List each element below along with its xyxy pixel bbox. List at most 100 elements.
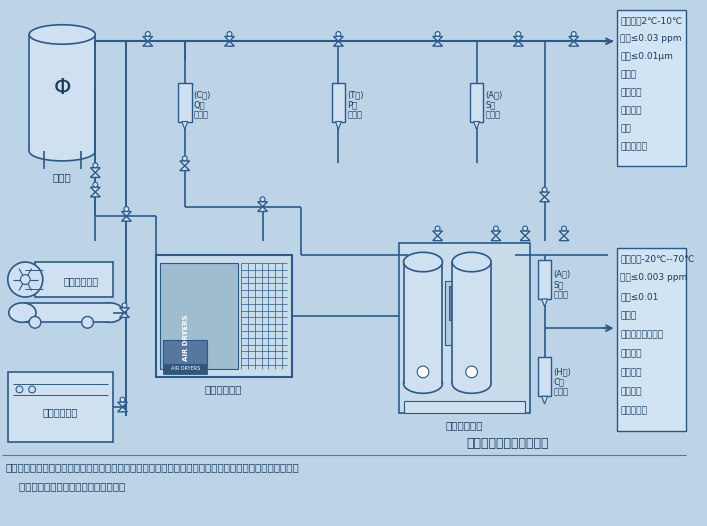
Ellipse shape (404, 374, 443, 393)
Bar (538, 357, 551, 396)
Polygon shape (334, 41, 344, 46)
Polygon shape (122, 211, 132, 216)
Circle shape (260, 197, 265, 202)
Circle shape (516, 32, 521, 36)
Text: 含油≤0.03 ppm: 含油≤0.03 ppm (621, 34, 682, 43)
Text: (H级)
C级
过滤器: (H级) C级 过滤器 (554, 367, 571, 397)
Bar (538, 260, 551, 299)
Polygon shape (90, 173, 100, 177)
Circle shape (82, 317, 93, 328)
Text: (C级)
Q级
过滤器: (C级) Q级 过滤器 (194, 90, 211, 120)
Polygon shape (569, 36, 578, 41)
Text: 气动工具: 气动工具 (621, 88, 642, 97)
Circle shape (182, 156, 187, 161)
Text: 气动输送等: 气动输送等 (621, 142, 648, 151)
Bar (160, 263, 238, 369)
Text: 技术参数如有更改，本公司恕不通知。: 技术参数如有更改，本公司恕不通知。 (6, 481, 125, 491)
Polygon shape (474, 122, 479, 129)
Polygon shape (143, 41, 153, 46)
Polygon shape (117, 402, 127, 407)
Bar (178, 83, 192, 122)
Circle shape (522, 226, 527, 231)
Polygon shape (122, 216, 132, 221)
Circle shape (561, 226, 566, 231)
Bar (8, 372, 113, 442)
Bar (399, 242, 530, 413)
Bar (35, 262, 113, 297)
Text: 注：以上配置仅供参考，用户可根据实际情况作相应调整，在新建管路或配置不当时，滤芯寿命可能较短。: 注：以上配置仅供参考，用户可根据实际情况作相应调整，在新建管路或配置不当时，滤芯… (6, 462, 300, 472)
Circle shape (436, 32, 440, 36)
Text: 压缩空气净化系统流程图: 压缩空气净化系统流程图 (467, 437, 549, 450)
Circle shape (571, 32, 576, 36)
Polygon shape (513, 41, 523, 46)
Text: 气动机械: 气动机械 (621, 106, 642, 115)
Text: Φ: Φ (54, 78, 71, 98)
Circle shape (124, 207, 129, 211)
Circle shape (29, 317, 41, 328)
Circle shape (417, 366, 429, 378)
Polygon shape (225, 36, 234, 41)
Bar (29, 35, 95, 151)
Bar (23, 303, 110, 322)
Bar (617, 248, 686, 431)
Bar (404, 401, 525, 413)
Text: AIR DRYERS: AIR DRYERS (171, 367, 200, 371)
Text: 制药行业: 制药行业 (621, 368, 642, 377)
Ellipse shape (96, 303, 124, 322)
Text: 含尘≤0.01: 含尘≤0.01 (621, 292, 659, 301)
Text: 纺织行业: 纺织行业 (621, 349, 642, 358)
Polygon shape (433, 41, 443, 46)
Polygon shape (225, 41, 234, 46)
Polygon shape (491, 236, 501, 240)
Text: (T级)
P级
过滤器: (T级) P级 过滤器 (347, 90, 363, 120)
Bar (404, 262, 443, 383)
Polygon shape (257, 202, 267, 207)
Text: (A级)
S级
过滤器: (A级) S级 过滤器 (485, 90, 503, 120)
Polygon shape (433, 236, 443, 240)
Polygon shape (559, 231, 569, 236)
Text: 高级喷漆: 高级喷漆 (621, 387, 642, 396)
Text: 储气罐: 储气罐 (53, 173, 71, 183)
Bar (449, 286, 479, 320)
Circle shape (493, 226, 498, 231)
Polygon shape (90, 192, 100, 197)
Bar (163, 340, 207, 364)
Circle shape (122, 303, 127, 308)
Polygon shape (257, 207, 267, 211)
Text: 含油≤0.003 ppm: 含油≤0.003 ppm (621, 273, 688, 282)
Circle shape (336, 32, 341, 36)
Ellipse shape (452, 374, 491, 393)
Circle shape (16, 386, 23, 393)
Polygon shape (539, 192, 549, 197)
Text: AIR DRYERS: AIR DRYERS (182, 315, 189, 361)
Circle shape (8, 262, 43, 297)
Polygon shape (539, 197, 549, 202)
Bar (617, 10, 686, 166)
Text: 压力露点-20℃--70℃: 压力露点-20℃--70℃ (621, 254, 695, 263)
Text: 生物工程等: 生物工程等 (621, 406, 648, 415)
Polygon shape (433, 36, 443, 41)
Polygon shape (143, 36, 153, 41)
Polygon shape (117, 407, 127, 412)
Polygon shape (513, 36, 523, 41)
Ellipse shape (29, 141, 95, 161)
Ellipse shape (29, 25, 95, 44)
Polygon shape (520, 231, 530, 236)
Circle shape (227, 32, 232, 36)
Text: 喷漆: 喷漆 (621, 124, 631, 133)
Polygon shape (520, 236, 530, 240)
Bar (332, 83, 345, 122)
Ellipse shape (8, 303, 36, 322)
Bar (163, 364, 207, 374)
Circle shape (542, 187, 547, 192)
Polygon shape (180, 161, 189, 166)
Circle shape (146, 32, 151, 36)
Polygon shape (119, 308, 129, 312)
Text: 压力露点2℃-10℃: 压力露点2℃-10℃ (621, 16, 682, 25)
Circle shape (29, 386, 35, 393)
Polygon shape (336, 122, 341, 129)
Circle shape (93, 183, 98, 187)
Polygon shape (90, 187, 100, 192)
Bar (156, 255, 292, 377)
Ellipse shape (452, 252, 491, 272)
